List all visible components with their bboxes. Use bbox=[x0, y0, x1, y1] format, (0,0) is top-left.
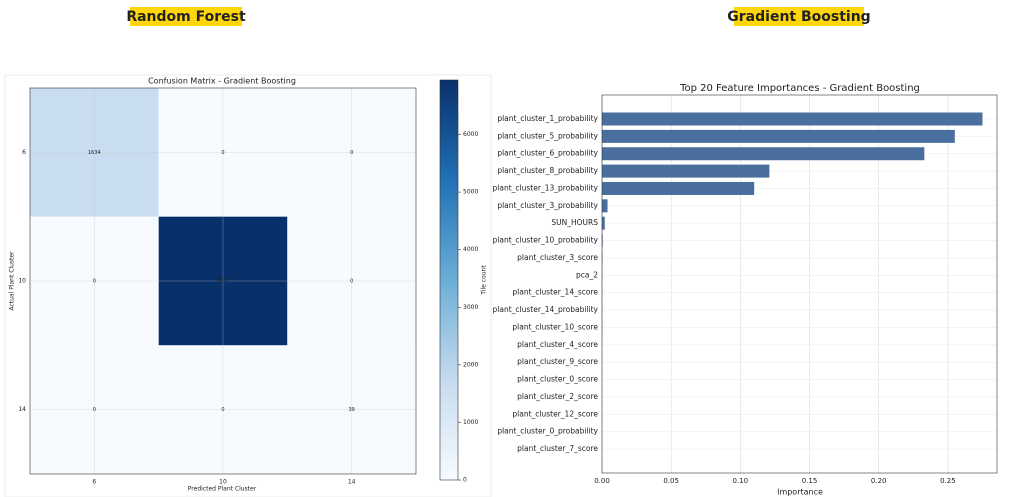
highlight bbox=[734, 7, 864, 26]
cell-label: 6947 bbox=[217, 279, 230, 285]
x-axis-label: Importance bbox=[777, 488, 823, 497]
bar bbox=[602, 216, 605, 230]
x-tick-label: 0.00 bbox=[594, 477, 610, 485]
x-tick-label: 0.10 bbox=[733, 477, 749, 485]
y-tick-label: plant_cluster_13_probability bbox=[493, 183, 599, 192]
y-tick-label: plant_cluster_5_probability bbox=[497, 131, 598, 140]
y-tick-label: plant_cluster_9_score bbox=[517, 357, 598, 366]
colorbar-tick-label: 2000 bbox=[463, 361, 478, 368]
y-tick-label: plant_cluster_6_probability bbox=[497, 149, 598, 158]
colorbar bbox=[439, 79, 459, 481]
y-tick-label: plant_cluster_0_probability bbox=[497, 427, 598, 436]
cell-label: 39 bbox=[348, 407, 354, 413]
bar bbox=[602, 112, 983, 126]
cell-label: 0 bbox=[93, 279, 96, 285]
bar bbox=[602, 181, 755, 195]
y-tick-label: plant_cluster_12_score bbox=[512, 409, 598, 418]
cell-label: 1634 bbox=[88, 150, 101, 156]
cell-label: 0 bbox=[221, 407, 224, 413]
x-tick-label: 0.15 bbox=[802, 477, 818, 485]
bar bbox=[602, 164, 770, 178]
bar bbox=[602, 147, 925, 161]
colorbar-tick-label: 4000 bbox=[463, 246, 478, 253]
chart-title: Confusion Matrix - Gradient Boosting bbox=[148, 77, 296, 86]
y-tick-label: plant_cluster_7_score bbox=[517, 444, 598, 453]
colorbar-tick-label: 5000 bbox=[463, 189, 478, 196]
colorbar-tick-label: 1000 bbox=[463, 419, 478, 426]
y-tick-label: 14 bbox=[18, 406, 26, 413]
x-tick-label: 0.25 bbox=[940, 477, 956, 485]
colorbar-tick-label: 0 bbox=[463, 477, 467, 484]
y-tick-label: plant_cluster_0_score bbox=[517, 375, 598, 384]
y-tick-label: plant_cluster_10_probability bbox=[493, 236, 599, 245]
cell-label: 0 bbox=[221, 150, 224, 156]
y-tick-label: plant_cluster_1_probability bbox=[497, 114, 598, 123]
y-tick-label: 10 bbox=[18, 278, 26, 285]
colorbar-tick-label: 6000 bbox=[463, 131, 478, 138]
y-tick-label: 6 bbox=[22, 149, 26, 156]
x-tick-label: 6 bbox=[92, 479, 96, 486]
y-axis-label: Actual Plant Cluster bbox=[9, 251, 16, 311]
y-tick-label: plant_cluster_8_probability bbox=[497, 166, 598, 175]
plot-frame bbox=[29, 87, 417, 475]
highlight bbox=[130, 7, 242, 26]
x-tick-label: 0.20 bbox=[871, 477, 887, 485]
x-tick-label: 10 bbox=[219, 479, 227, 486]
y-tick-label: plant_cluster_2_score bbox=[517, 392, 598, 401]
heading: Random Forest bbox=[126, 9, 246, 25]
y-tick-label: SUN_HOURS bbox=[551, 218, 598, 227]
panel bbox=[492, 75, 1022, 497]
plot-frame bbox=[601, 94, 998, 474]
heading: Gradient Boosting bbox=[727, 9, 870, 25]
y-tick-label: plant_cluster_10_score bbox=[512, 322, 598, 331]
y-tick-label: plant_cluster_3_score bbox=[517, 253, 598, 262]
y-tick-label: plant_cluster_3_probability bbox=[497, 201, 598, 210]
y-tick-label: plant_cluster_14_score bbox=[512, 288, 598, 297]
x-tick-label: 0.05 bbox=[663, 477, 679, 485]
cell-label: 0 bbox=[350, 150, 353, 156]
x-axis-label: Predicted Plant Cluster bbox=[188, 486, 257, 493]
bar bbox=[602, 129, 955, 143]
colorbar-label: Tile count bbox=[481, 265, 488, 296]
colorbar-tick-label: 3000 bbox=[463, 304, 478, 311]
bar bbox=[602, 199, 608, 213]
x-tick-label: 14 bbox=[348, 479, 356, 486]
cell-label: 0 bbox=[93, 407, 96, 413]
y-tick-label: plant_cluster_4_score bbox=[517, 340, 598, 349]
y-tick-label: pca_2 bbox=[576, 270, 598, 279]
chart-title: Top 20 Feature Importances - Gradient Bo… bbox=[679, 83, 920, 94]
bar bbox=[602, 234, 603, 248]
y-tick-label: plant_cluster_14_probability bbox=[493, 305, 599, 314]
cell-label: 0 bbox=[350, 279, 353, 285]
